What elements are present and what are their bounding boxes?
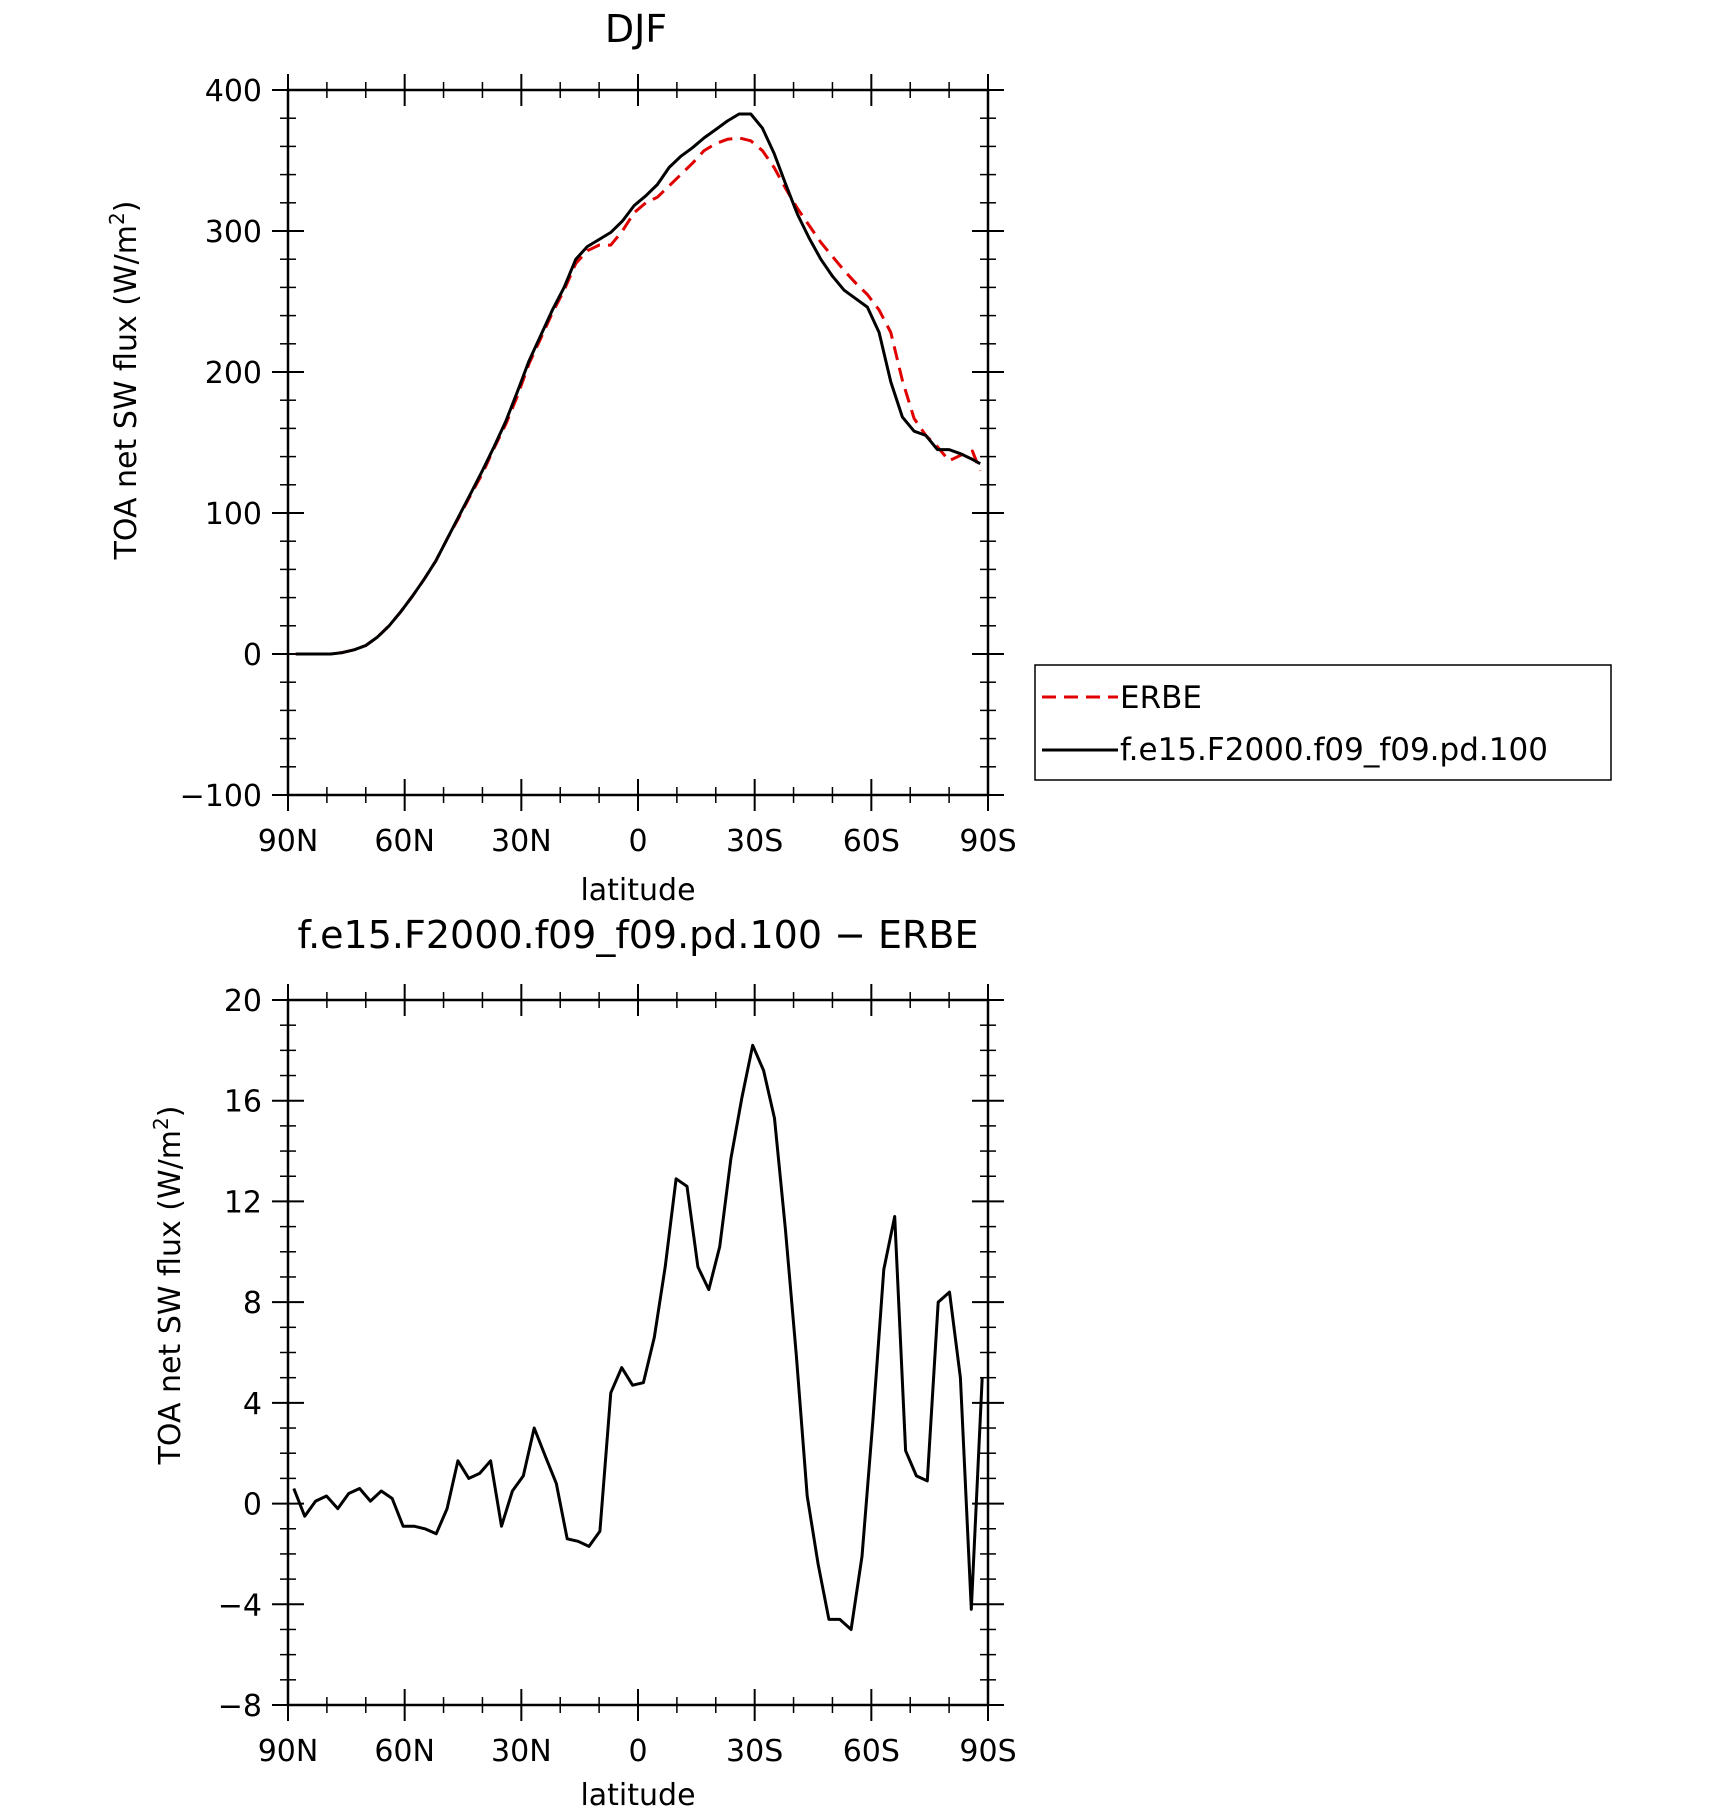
y-axis-title-sup: 2 — [149, 1117, 173, 1130]
x-tick-label: 30N — [491, 824, 552, 859]
x-tick-label: 90S — [959, 1734, 1016, 1769]
x-tick-label: 30S — [726, 1734, 783, 1769]
series-lines — [295, 112, 982, 656]
tick-marks — [272, 74, 1004, 811]
panel-djf: DJF TOA net SW flux (W/m2) latitude 400 3… — [105, 7, 1017, 908]
x-tick-label: 60N — [374, 824, 435, 859]
x-tick-label: 60S — [843, 1734, 900, 1769]
y-tick-label: −100 — [180, 779, 262, 814]
plot-frame — [286, 88, 990, 797]
y-axis-title-close: ) — [153, 1106, 188, 1118]
x-tick-label: 90N — [258, 824, 319, 859]
y-tick-labels: 20 16 12 8 4 0 −4 −8 — [218, 984, 262, 1724]
x-tick-label: 90N — [258, 1734, 319, 1769]
series-line-difference — [292, 1043, 984, 1631]
legend-label-model: f.e15.F2000.f09_f09.pd.100 — [1120, 732, 1548, 768]
x-tick-label: 0 — [628, 824, 647, 859]
y-tick-label: 200 — [205, 356, 262, 391]
legend-label-erbe: ERBE — [1120, 680, 1202, 716]
legend: ERBE f.e15.F2000.f09_f09.pd.100 — [1034, 664, 1612, 781]
y-tick-label: 8 — [243, 1286, 262, 1321]
x-tick-label: 30N — [491, 1734, 552, 1769]
legend-box — [1034, 664, 1612, 781]
tick-marks — [272, 984, 1004, 1721]
chart-title: DJF — [605, 7, 667, 51]
x-tick-labels: 90N 60N 30N 0 30S 60S 90S — [258, 1734, 1017, 1769]
y-axis-title-main: TOA net SW flux (W/m — [153, 1130, 188, 1465]
y-tick-label: −8 — [218, 1689, 262, 1724]
y-tick-label: 12 — [224, 1185, 262, 1220]
y-tick-label: 4 — [243, 1387, 262, 1422]
panel-difference: f.e15.F2000.f09_f09.pd.100 − ERBE TOA ne… — [149, 913, 1017, 1813]
series-line-erbe — [295, 136, 982, 656]
x-tick-labels: 90N 60N 30N 0 30S 60S 90S — [258, 824, 1017, 859]
plot-frame — [286, 998, 990, 1707]
series-line-f-e15-f2000-f09-f09-pd-100 — [295, 112, 981, 656]
y-tick-label: 300 — [205, 215, 262, 250]
x-tick-label: 30S — [726, 824, 783, 859]
y-tick-label: 400 — [205, 74, 262, 109]
y-axis-title-close: ) — [109, 201, 144, 213]
y-tick-labels: 400 300 200 100 0 −100 — [180, 74, 262, 814]
x-tick-label: 0 — [628, 1734, 647, 1769]
x-tick-label: 60N — [374, 1734, 435, 1769]
y-axis-title: TOA net SW flux (W/m2) — [149, 1106, 188, 1466]
y-axis-title-main: TOA net SW flux (W/m — [109, 225, 144, 560]
y-tick-label: 0 — [243, 638, 262, 673]
x-tick-label: 90S — [959, 824, 1016, 859]
y-axis-title: TOA net SW flux (W/m2) — [105, 201, 144, 561]
y-tick-label: −4 — [218, 1588, 262, 1623]
y-tick-label: 0 — [243, 1488, 262, 1523]
y-tick-label: 100 — [205, 497, 262, 532]
series-lines — [292, 1043, 984, 1631]
y-tick-label: 20 — [224, 984, 262, 1019]
chart-title: f.e15.F2000.f09_f09.pd.100 − ERBE — [297, 913, 978, 957]
y-tick-label: 16 — [224, 1085, 262, 1120]
x-tick-label: 60S — [843, 824, 900, 859]
x-axis-title: latitude — [580, 873, 695, 908]
x-axis-title: latitude — [580, 1778, 695, 1811]
y-axis-title-sup: 2 — [105, 212, 129, 225]
